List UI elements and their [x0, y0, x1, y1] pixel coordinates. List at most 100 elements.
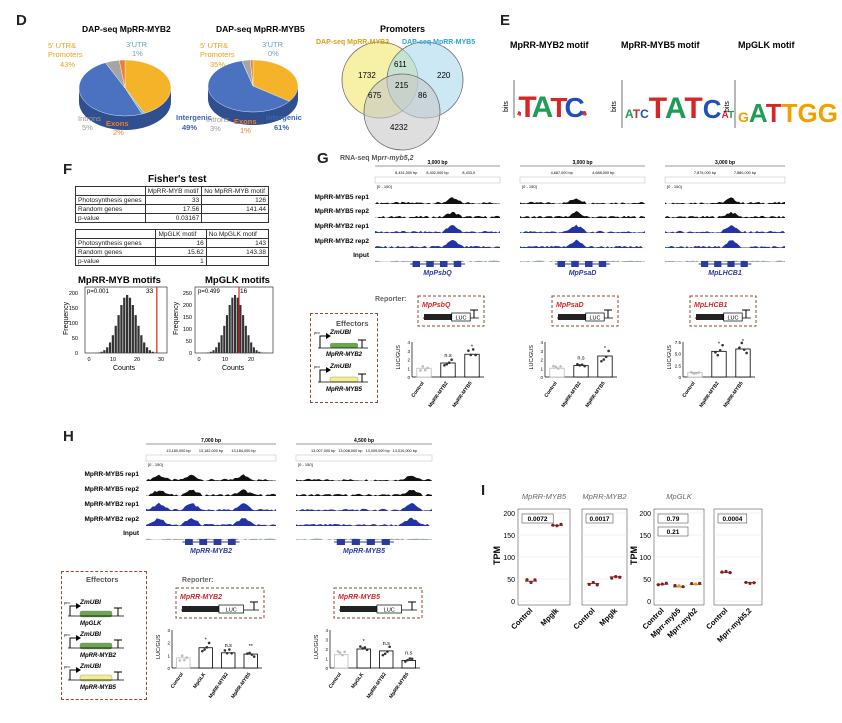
hist-bar-6 [106, 347, 109, 353]
hist-bar-19 [250, 342, 253, 353]
g-coord-2-0: 7,879,000 bp [694, 171, 716, 175]
venn-set-c: RNA-seq Mprr-myb5,2 [340, 155, 414, 162]
h-track-label-1: MpRR-MYB5 rep2 [84, 486, 139, 493]
g-ytick-1-0: 0 [540, 375, 543, 380]
hist-bar-3 [207, 352, 210, 353]
hist-bar-8 [220, 335, 223, 353]
h-dot-0-1-0 [201, 649, 204, 653]
hist1-ylabel: Frequency [63, 301, 70, 335]
h-dot-0-2-1 [225, 651, 229, 655]
g-effector-2: pro ZmUBI MpRR-MYB5 [314, 363, 368, 393]
g-eff1-zm: ZmUBI [329, 329, 351, 336]
g-ytick-0-2: 2 [407, 358, 410, 363]
hist-bar-6 [215, 347, 218, 353]
hist-bar-5 [212, 350, 215, 353]
g-dot-2-2-3 [745, 351, 748, 355]
h-exon-1-3 [381, 539, 390, 545]
i-pbox-1-0 [585, 513, 614, 524]
g-dot-1-2-1 [602, 358, 606, 361]
venn-bc: 86 [418, 91, 427, 100]
h-dot-1-2-1 [383, 652, 387, 656]
h-dot-0-3-0 [246, 652, 249, 655]
h-reporter-box-0 [175, 587, 265, 619]
panel-label-e: E [500, 12, 511, 29]
g-gene-1: MpPsaD [569, 270, 597, 277]
h-ytick-1-3: 3 [325, 638, 328, 643]
pie-slice-0 [124, 59, 172, 114]
h-eff-name-1: MpRR-MYB2 [80, 653, 117, 659]
h-coord-0-0: 13,180,000 bp [166, 449, 190, 453]
h-track-0-0 [146, 474, 276, 481]
g-reporter-luc-box-2 [723, 312, 743, 322]
h-reporter-term-0 [250, 601, 258, 610]
h-track-1-1 [296, 489, 432, 496]
g-dot-1-0-3 [559, 365, 562, 368]
h-dot-1-0-3 [343, 650, 346, 654]
g-dot-1-2-0 [600, 359, 603, 363]
i-pval-0-0: 0.0072 [528, 516, 548, 523]
g-track-2-1 [665, 211, 785, 218]
h-eff-name-0: MpGLK [80, 621, 102, 627]
motif1-ylabel: bits [503, 101, 510, 112]
i-dot-0-0-0 [525, 578, 529, 582]
g-reporter-name-1: MpPsaD [556, 302, 584, 309]
g-track-0-2 [375, 225, 500, 233]
h-dot-0-0-3 [185, 656, 188, 659]
g-bar-0-2 [464, 353, 480, 378]
h-eff-pro-2: pro [64, 664, 71, 669]
hist-bar-10 [225, 315, 229, 353]
pie1-utr3-label: 3'UTR [126, 40, 148, 49]
hist1: 0 50 100 150 200 0 10 20 30 [69, 286, 168, 363]
h-xcat-0-0: Control [170, 671, 185, 690]
g-track-1-0 [520, 198, 645, 204]
hist-bar-22 [258, 351, 261, 353]
h-xcat-0-3: MpRR-MYB5 [230, 672, 252, 700]
i-dot-1-0-1 [591, 580, 595, 585]
h-effectors-title: Effectors [86, 575, 119, 584]
h-eff-zm-0: ZmUBI [79, 599, 101, 606]
g-range-2: [0 - 150] [667, 184, 682, 189]
g-exon-2-3 [740, 261, 748, 267]
hist-bar-23 [260, 352, 264, 353]
hist-bar-4 [100, 351, 103, 353]
i-dot-0-0-1 [529, 580, 533, 585]
h-eff-arrow-1 [69, 637, 76, 648]
h-sig-1-3: n.s [405, 650, 413, 656]
g-range-0: [0 - 150] [377, 184, 392, 189]
hist-bar-17 [244, 325, 247, 353]
g-xcat-2-0: Control [682, 380, 697, 399]
venn-circle-c [363, 73, 441, 151]
hist-bar-9 [223, 325, 226, 353]
i-dot-2-2-0 [690, 582, 694, 586]
g-dot-1-0-0 [552, 364, 555, 368]
hist-bar-18 [247, 335, 250, 353]
motif3-title: MpGLK motif [738, 40, 795, 50]
g-track-label-3: MpRR-MYB2 rep2 [314, 238, 369, 245]
i-dot-0-1-2 [559, 522, 563, 526]
hist-bar-16 [134, 315, 137, 353]
i-pbox-2-1 [657, 526, 689, 537]
g-xcat-1-1: MpRR-MYB2 [561, 381, 583, 409]
g-dot-2-1-0 [714, 351, 717, 354]
hist-bar-15 [131, 305, 134, 353]
fisher1-r2-c1: 0.03167 [144, 213, 203, 223]
fisher2-r2-c1: 1 [155, 256, 207, 266]
h-track-1-3 [296, 517, 432, 526]
g-dot-2-1-2 [718, 349, 722, 352]
hist-bar-8 [111, 335, 115, 353]
g-eff2-pro: pro [314, 364, 321, 369]
g-reporter-term-0 [470, 309, 478, 318]
h-eff-arrow-2 [69, 669, 76, 680]
h-coord-1-2: 13,009,000 bp [365, 449, 389, 453]
motif2-title: MpRR-MYB5 motif [621, 40, 700, 50]
g-gene-0: MpPsbQ [423, 270, 452, 277]
i-dot-3-1-2 [752, 581, 756, 585]
h-track-1-0 [296, 475, 432, 481]
h-track-area: MpRR-MYB5 rep1 MpRR-MYB5 rep2 MpRR-MYB2 re… [84, 438, 433, 555]
hist-bar-7 [108, 342, 112, 353]
h-ylabel-0: LUC/GUS [156, 634, 162, 659]
pie1-title: DAP-seq MpRR-MYB2 [82, 24, 171, 34]
g-effectors-title: Effectors [336, 319, 369, 328]
